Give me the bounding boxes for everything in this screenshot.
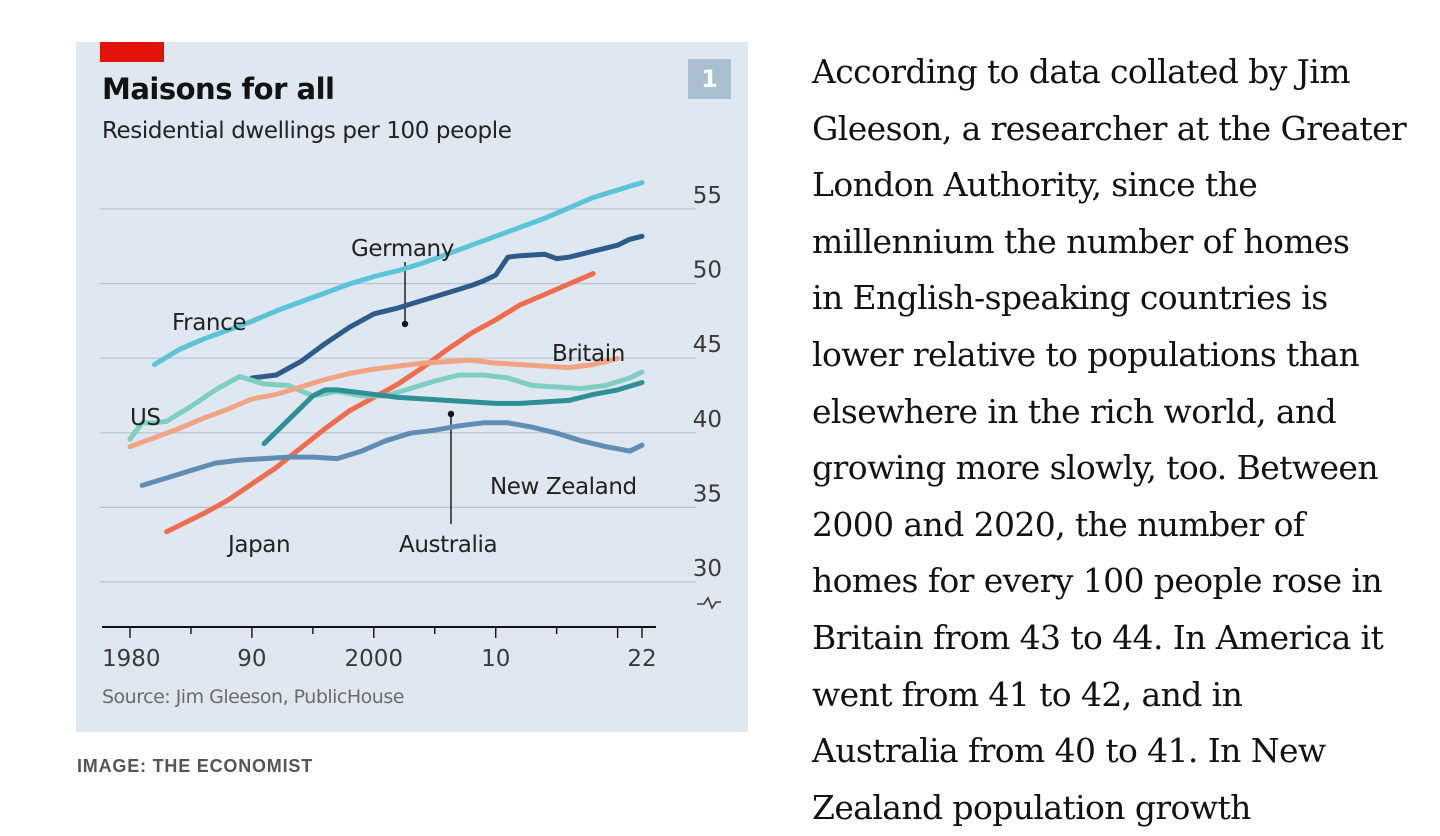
image-credit: IMAGE: THE ECONOMIST [77, 756, 313, 776]
x-tick-label: 90 [237, 646, 266, 672]
australia-pointer-dot [447, 410, 455, 418]
series-line-us [127, 369, 645, 442]
series-lines [127, 180, 645, 535]
y-tick-labels: 55 50 45 40 35 30 [693, 183, 722, 610]
article-line: 2000 and 2020, the number of [812, 504, 1305, 544]
article-line: in English-speaking countries is [812, 278, 1328, 318]
article-paragraph: According to data collated by Jim Gleeso… [812, 44, 1434, 836]
series-label-new_zealand: New Zealand [490, 474, 637, 500]
article-line: London Authority, since the [812, 165, 1258, 205]
y-tick-label: 30 [693, 556, 722, 582]
series-label-us: US [130, 405, 161, 431]
article-line: Britain from 43 to 44. In America it [812, 617, 1384, 657]
brand-red-tag [100, 42, 164, 62]
y-tick-label: 50 [693, 258, 722, 284]
series-labels: France Germany Britain US Australia New Zeala… [130, 236, 637, 558]
article-line: elsewhere in the rich world, and [812, 391, 1337, 431]
series-line-britain [164, 271, 596, 535]
series-label-australia: Australia [399, 532, 497, 558]
chart-subtitle: Residential dwellings per 100 people [102, 118, 512, 144]
series-label-france: France [172, 310, 246, 336]
article-line: went from 41 to 42, and in [812, 674, 1243, 714]
article-line: Gleeson, a researcher at the Greater [812, 108, 1407, 148]
article-line: millennium the number of homes [812, 221, 1350, 261]
article-line: lower relative to populations than [812, 334, 1360, 374]
chart-number-badge: 1 [688, 59, 731, 99]
axis-break-marker [697, 596, 721, 610]
x-tick-label: 1980 [102, 646, 161, 672]
series-line-germany [249, 233, 645, 381]
article-line: Zealand population growth [812, 787, 1251, 827]
article-line: Australia from 40 to 41. In New [812, 731, 1326, 771]
grid-lines [100, 208, 696, 583]
label-pointers [401, 262, 455, 524]
article-line: According to data collated by Jim [812, 52, 1351, 91]
series-line-france [151, 180, 645, 368]
series-label-britain: Britain [552, 341, 625, 367]
chart-title: Maisons for all [102, 72, 335, 106]
x-tick-label: 22 [627, 646, 656, 672]
chart-source: Source: Jim Gleeson, PublicHouse [102, 686, 404, 708]
y-tick-label: 45 [693, 332, 722, 358]
y-tick-label: 40 [693, 407, 722, 433]
series-label-japan: Japan [226, 532, 290, 558]
y-tick-label: 35 [693, 481, 722, 507]
germany-pointer-dot [401, 320, 409, 328]
series-line-japan [127, 356, 621, 450]
series-label-germany: Germany [351, 236, 454, 262]
y-tick-label: 55 [693, 183, 722, 209]
article-line: homes for every 100 people rose in [812, 561, 1383, 601]
x-axis: 1980 90 2000 10 22 [102, 626, 657, 672]
series-line-new_zealand [139, 420, 645, 488]
series-line-australia [261, 380, 645, 447]
x-tick-label: 2000 [345, 646, 404, 672]
article-line: growing more slowly, too. Between [812, 448, 1379, 488]
x-tick-label: 10 [481, 646, 510, 672]
